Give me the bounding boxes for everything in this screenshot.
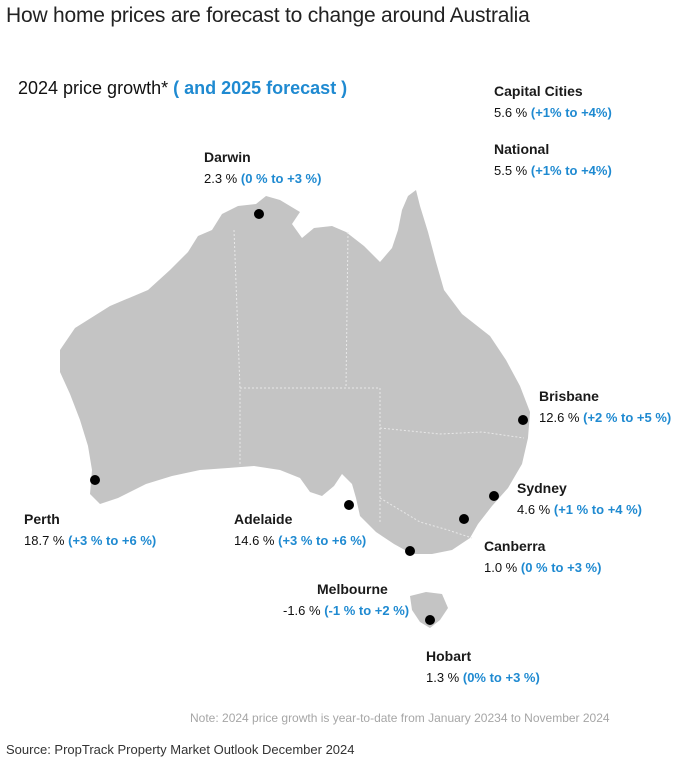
subtitle-forecast: ( and 2025 forecast ) — [173, 78, 348, 98]
adelaide-dot — [344, 500, 354, 510]
perth-label: Perth 18.7 % (+3 % to +6 %) — [24, 511, 157, 548]
page-title: How home prices are forecast to change a… — [6, 4, 530, 27]
perth-dot — [90, 475, 100, 485]
darwin-dot — [254, 209, 264, 219]
hobart-label: Hobart 1.3 % (0% to +3 %) — [426, 648, 540, 685]
tasmania-shape — [410, 592, 448, 628]
footnote: Note: 2024 price growth is year-to-date … — [190, 711, 610, 725]
hobart-dot — [425, 615, 435, 625]
map-subtitle: 2024 price growth* ( and 2025 forecast ) — [18, 78, 347, 99]
brisbane-label: Brisbane 12.6 % (+2 % to +5 %) — [539, 388, 672, 425]
capital-cities-label: Capital Cities 5.6 % (+1% to +4%) — [494, 83, 612, 120]
canberra-label: Canberra 1.0 % (0 % to +3 %) — [484, 538, 602, 575]
melbourne-label: Melbourne -1.6 % (-1 % to +2 %) — [283, 581, 410, 618]
melbourne-dot — [405, 546, 415, 556]
brisbane-dot — [518, 415, 528, 425]
state-borders — [233, 229, 525, 539]
mainland-shape — [60, 190, 530, 554]
national-label: National 5.5 % (+1% to +4%) — [494, 141, 612, 178]
subtitle-main: 2024 price growth* — [18, 78, 169, 98]
canberra-dot — [459, 514, 469, 524]
sydney-label: Sydney 4.6 % (+1 % to +4 %) — [517, 480, 643, 517]
sydney-dot — [489, 491, 499, 501]
adelaide-label: Adelaide 14.6 % (+3 % to +6 %) — [234, 511, 367, 548]
city-dots — [90, 209, 528, 625]
darwin-label: Darwin 2.3 % (0 % to +3 %) — [204, 149, 322, 186]
source-credit: Source: PropTrack Property Market Outloo… — [6, 742, 355, 757]
